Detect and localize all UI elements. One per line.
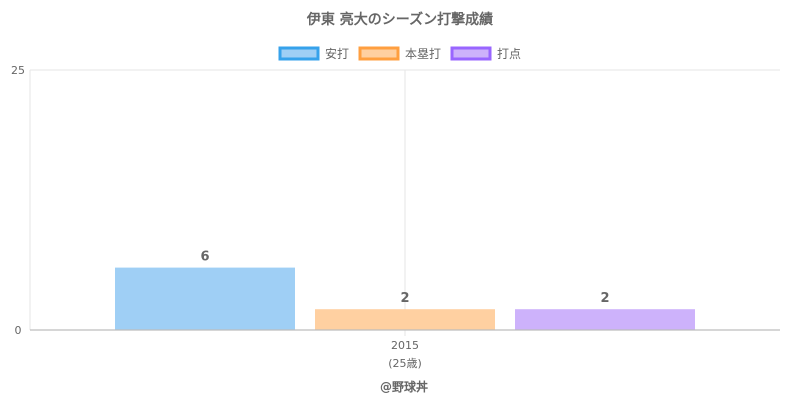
legend-item: 本塁打: [358, 46, 441, 61]
chart-title: 伊東 亮大のシーズン打撃成績: [306, 11, 493, 28]
bar: [115, 267, 295, 330]
legend-label: 安打: [325, 46, 349, 61]
y-tick-label: 0: [15, 324, 22, 337]
y-tick-label: 25: [11, 64, 25, 77]
legend-swatch: [278, 46, 320, 61]
bars: 6 2 2: [115, 250, 695, 330]
data-label: 6: [200, 250, 209, 265]
legend-swatch: [358, 46, 400, 61]
data-label: 2: [400, 291, 409, 306]
legend-label: 本塁打: [405, 47, 441, 61]
legend-item: 打点: [450, 46, 521, 61]
x-tick-label: 2015: [391, 339, 419, 352]
credit-text: @野球丼: [380, 379, 428, 394]
bar: [315, 309, 495, 330]
legend-item: 安打: [278, 46, 349, 61]
gridlines: [29, 69, 780, 336]
legend-label: 打点: [497, 47, 521, 61]
axes: 0 25 2015 (25歳): [11, 64, 780, 370]
data-label: 2: [600, 291, 609, 306]
bar: [515, 309, 695, 330]
legend: 安打 本塁打 打点: [278, 46, 521, 61]
x-tick-sublabel: (25歳): [388, 357, 422, 370]
legend-swatch: [450, 46, 492, 61]
